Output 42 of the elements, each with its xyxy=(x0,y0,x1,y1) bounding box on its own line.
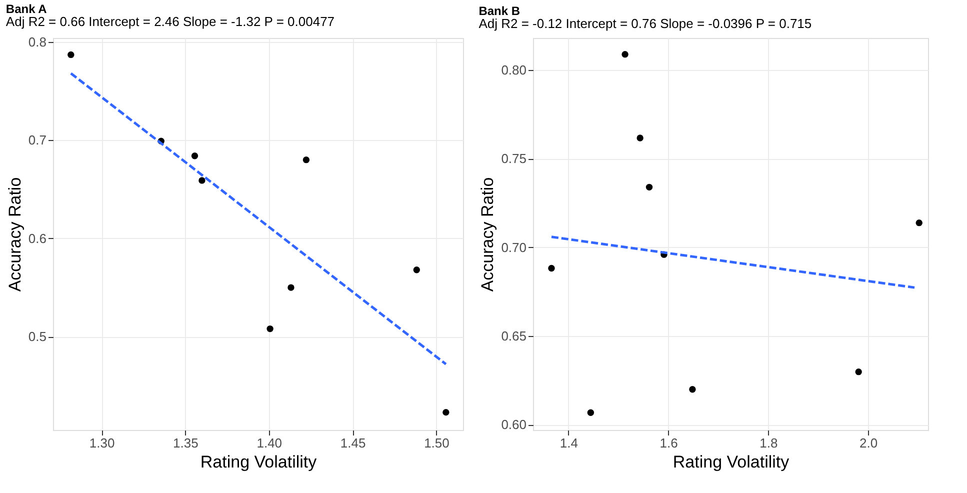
x-tick-label: 1.50 xyxy=(424,436,450,450)
y-tick-label: 0.5 xyxy=(28,329,46,344)
x-tick-label: 1.6 xyxy=(660,436,678,450)
y-tick-label: 0.65 xyxy=(501,328,526,344)
chart-title: Bank B xyxy=(478,4,520,18)
x-tick-label: 1.40 xyxy=(256,436,282,450)
y-tick-label: 0.80 xyxy=(501,62,526,78)
point xyxy=(855,368,862,376)
point xyxy=(587,409,594,416)
point xyxy=(689,386,696,393)
x-axis-title: Rating Volatility xyxy=(672,452,790,472)
point xyxy=(622,50,628,58)
x-tick-label: 1.8 xyxy=(760,436,778,450)
point xyxy=(916,219,922,226)
point xyxy=(68,51,74,58)
point xyxy=(442,408,450,416)
point xyxy=(198,177,206,184)
x-tick-label: 1.4 xyxy=(560,436,578,450)
chart-title: Bank A xyxy=(6,2,48,16)
point xyxy=(302,156,310,164)
point xyxy=(548,264,555,272)
chart-subtitle: Adj R2 = 0.66 Intercept = 2.46 Slope = -1.32 P = 0.00477 xyxy=(6,14,335,29)
point xyxy=(266,325,274,332)
point xyxy=(413,266,420,274)
point xyxy=(288,284,294,291)
point xyxy=(636,134,644,142)
x-axis-title: Rating Volatility xyxy=(200,452,318,472)
y-tick-label: 0.60 xyxy=(501,417,526,432)
x-tick-label: 1.45 xyxy=(340,436,366,450)
y-tick-label: 0.8 xyxy=(28,34,46,50)
y-tick-label: 0.6 xyxy=(28,230,46,246)
x-tick-label: 1.30 xyxy=(89,436,115,450)
y-axis-title: Accuracy Ratio xyxy=(478,177,498,292)
y-axis-title: Accuracy Ratio xyxy=(5,177,24,292)
chart-subtitle: Adj R2 = -0.12 Intercept = 0.76 Slope = -0.0396 P = 0.715 xyxy=(478,16,812,31)
x-tick-label: 1.35 xyxy=(173,436,198,450)
y-tick-label: 0.75 xyxy=(501,151,526,166)
y-tick-label: 0.7 xyxy=(28,132,46,148)
y-tick-label: 0.70 xyxy=(501,240,526,255)
point xyxy=(646,184,653,191)
x-tick-label: 2.0 xyxy=(860,436,878,450)
point xyxy=(191,152,198,160)
